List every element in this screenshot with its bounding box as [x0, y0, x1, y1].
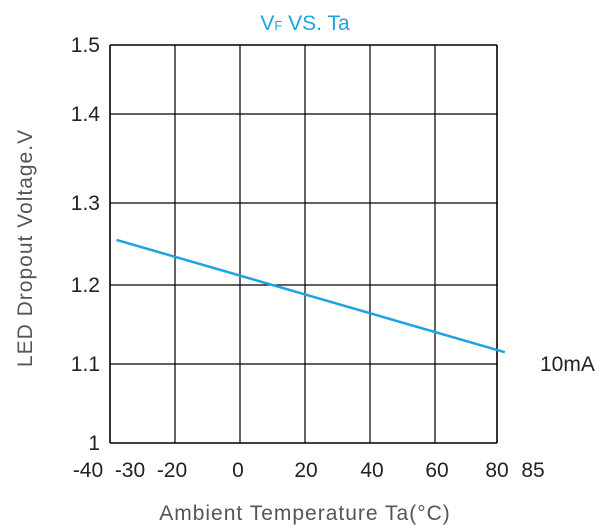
- chart-title-main: V: [260, 12, 274, 35]
- x-tick-label: 20: [294, 459, 317, 482]
- y-axis-title: LED Dropout Voltage.V: [14, 129, 37, 367]
- x-tick-label: -30: [115, 459, 145, 482]
- y-tick-label: 1.1: [71, 353, 100, 376]
- chart-title-rest: VS. Ta: [282, 12, 350, 35]
- y-tick-label: 1.3: [71, 192, 100, 215]
- grid: [109, 44, 498, 444]
- y-tick-labels: 1 1.1 1.2 1.3 1.4 1.5: [71, 34, 101, 455]
- chart-title-subscript: F: [274, 18, 282, 33]
- series: 10mA: [116, 238, 595, 376]
- x-tick-labels: -40 -30 -20 0 20 40 60 80 85: [73, 459, 545, 482]
- x-axis-title: Ambient Temperature Ta(°C): [159, 502, 451, 525]
- chart-title: VF VS. Ta: [260, 12, 350, 35]
- y-tick-label: 1.5: [71, 34, 100, 57]
- x-tick-label: 85: [521, 459, 544, 482]
- x-tick-label: 60: [425, 459, 448, 482]
- series-label: 10mA: [540, 353, 595, 376]
- x-tick-label: -40: [73, 459, 103, 482]
- y-tick-label: 1.4: [71, 103, 101, 126]
- x-tick-label: -20: [157, 459, 187, 482]
- x-tick-label: 40: [360, 459, 383, 482]
- y-tick-label: 1.2: [71, 274, 100, 297]
- series-line: [116, 238, 506, 354]
- y-tick-label: 1: [88, 432, 100, 455]
- x-tick-label: 0: [232, 459, 244, 482]
- x-tick-label: 80: [485, 459, 508, 482]
